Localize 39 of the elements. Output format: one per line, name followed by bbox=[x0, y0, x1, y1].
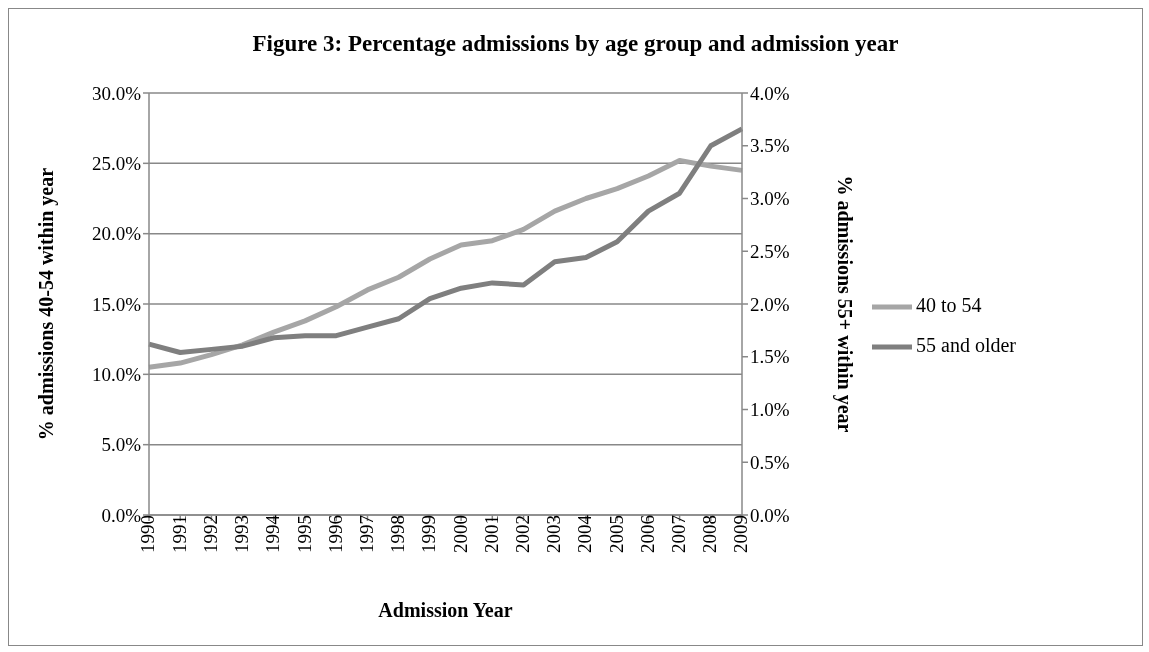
y2-tick-label: 3.0% bbox=[750, 188, 790, 210]
x-tick-label: 2006 bbox=[636, 515, 658, 553]
x-tick-label: 1998 bbox=[387, 515, 409, 553]
x-tick-label: 2000 bbox=[449, 515, 471, 553]
x-tick-label: 1999 bbox=[418, 515, 440, 553]
y2-tick-label: 2.0% bbox=[750, 293, 790, 315]
legend-label: 40 to 54 bbox=[916, 293, 982, 316]
y-tick-label: 25.0% bbox=[91, 153, 142, 175]
y-tick-label: 20.0% bbox=[91, 223, 142, 245]
x-tick-label: 2004 bbox=[574, 514, 596, 553]
y-tick-label: 15.0% bbox=[91, 293, 142, 315]
y2-tick-label: 4.0% bbox=[750, 82, 790, 104]
x-tick-label: 1994 bbox=[262, 514, 284, 553]
y-tick-label: 30.0% bbox=[91, 82, 142, 104]
y2-tick-label: 3.5% bbox=[750, 135, 790, 157]
x-tick-label: 2001 bbox=[480, 515, 502, 553]
x-tick-label: 2002 bbox=[512, 515, 534, 553]
y-tick-label: 5.0% bbox=[101, 434, 142, 456]
chart-title: Figure 3: Percentage admissions by age group and admission year bbox=[251, 31, 900, 57]
x-tick-label: 2005 bbox=[605, 515, 627, 553]
x-tick-label: 1997 bbox=[355, 515, 377, 553]
y2-tick-label: 0.5% bbox=[750, 451, 790, 473]
x-tick-label: 1995 bbox=[293, 515, 315, 553]
y-tick-label: 10.0% bbox=[91, 364, 142, 386]
x-tick-label: 2008 bbox=[699, 515, 721, 553]
x-tick-label: 1996 bbox=[324, 515, 346, 553]
legend-label: 55 and older bbox=[916, 333, 1016, 356]
x-axis-title: Admission Year bbox=[378, 599, 513, 621]
y2-tick-label: 0.0% bbox=[750, 504, 790, 526]
y2-axis-title: % admissions 55+ within year bbox=[832, 175, 856, 433]
y2-tick-label: 1.0% bbox=[750, 399, 790, 421]
x-tick-label: 2007 bbox=[668, 515, 690, 553]
x-tick-label: 2003 bbox=[543, 515, 565, 553]
y2-tick-label: 1.5% bbox=[750, 346, 790, 368]
x-tick-label: 1993 bbox=[231, 515, 253, 553]
x-tick-label: 1991 bbox=[168, 515, 190, 553]
y2-tick-label: 2.5% bbox=[750, 240, 790, 262]
y-axis-title: % admissions 40-54 within year bbox=[35, 167, 59, 441]
x-tick-label: 1992 bbox=[199, 515, 221, 553]
